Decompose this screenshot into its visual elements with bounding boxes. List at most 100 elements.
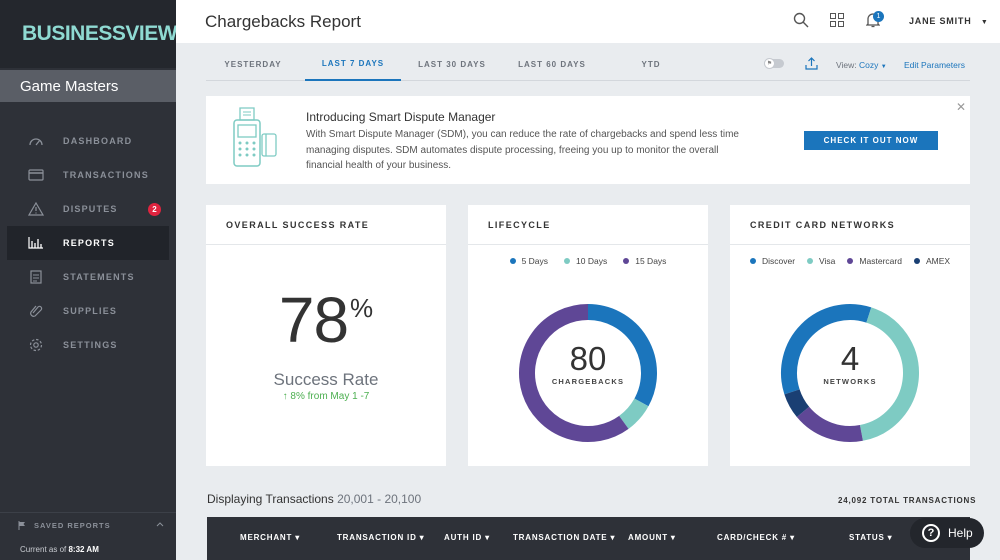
sidebar-item-label: TRANSACTIONS xyxy=(63,170,149,180)
column-card-check[interactable]: CARD/CHECK # ▾ xyxy=(717,533,795,542)
column-transaction-date[interactable]: TRANSACTION DATE ▾ xyxy=(513,533,616,542)
saved-reports-toggle[interactable]: SAVED REPORTS xyxy=(18,521,164,530)
view-value: Cozy xyxy=(859,60,879,70)
sidebar-item-label: DASHBOARD xyxy=(63,136,133,146)
donut-slice-visa[interactable] xyxy=(859,307,919,441)
banner-description: With Smart Dispute Manager (SDM), you ca… xyxy=(306,129,739,171)
card-terminal-illustration xyxy=(228,106,288,175)
legend-item: 10 Days xyxy=(564,256,607,266)
search-icon[interactable] xyxy=(793,12,809,33)
check-it-out-button[interactable]: CHECK IT OUT NOW xyxy=(804,131,938,150)
date-range-tabs: YESTERDAY LAST 7 DAYS LAST 30 DAYS LAST … xyxy=(206,48,970,81)
sidebar-item-statements[interactable]: STATEMENTS xyxy=(7,260,169,294)
tab-last-30-days[interactable]: LAST 30 DAYS xyxy=(418,60,486,69)
chargebacks-label: CHARGEBACKS xyxy=(551,377,625,386)
column-amount[interactable]: AMOUNT ▾ xyxy=(628,533,676,542)
column-transaction-id[interactable]: TRANSACTION ID ▾ xyxy=(337,533,425,542)
credit-card-icon xyxy=(27,168,45,182)
warning-icon xyxy=(27,202,45,216)
sidebar-item-label: SUPPLIES xyxy=(63,306,118,316)
networks-count: 4 xyxy=(840,340,860,377)
success-rate-delta: ↑ 8% from May 1 -7 xyxy=(282,391,370,402)
sidebar: BUSINESSVIEW Game Masters DASHBOARD TRAN… xyxy=(0,0,178,560)
success-rate-card: OVERALL SUCCESS RATE 78% Success Rate ↑ … xyxy=(206,205,446,466)
top-header: Chargebacks Report 1 JANE SMITH ▼ xyxy=(176,0,1000,43)
sidebar-item-transactions[interactable]: TRANSACTIONS xyxy=(7,158,169,192)
sidebar-item-dashboard[interactable]: DASHBOARD xyxy=(7,124,169,158)
caret-down-icon: ▼ xyxy=(980,19,989,26)
donut-center: 4 NETWORKS xyxy=(730,340,970,387)
percent-sign: % xyxy=(350,293,374,323)
lifecycle-donut-chart xyxy=(519,304,657,442)
chargebacks-count: 80 xyxy=(569,340,607,377)
legend-item: 15 Days xyxy=(623,256,666,266)
sidebar-item-label: REPORTS xyxy=(63,238,115,248)
share-upload-icon[interactable] xyxy=(805,57,818,75)
card-title: CREDIT CARD NETWORKS xyxy=(730,205,970,245)
column-status[interactable]: STATUS ▾ xyxy=(849,533,893,542)
user-menu[interactable]: JANE SMITH ▼ xyxy=(909,16,989,26)
last-updated-label: Current as of xyxy=(20,545,67,554)
legend-item: Discover xyxy=(749,256,795,266)
card-title: LIFECYCLE xyxy=(468,205,708,245)
card-title: OVERALL SUCCESS RATE xyxy=(206,205,446,245)
caret-down-icon: ▼ xyxy=(880,64,887,70)
networks-donut-chart xyxy=(781,304,919,442)
sidebar-item-label: STATEMENTS xyxy=(63,272,135,282)
sidebar-item-label: SETTINGS xyxy=(63,340,118,350)
donut-slice-5-days[interactable] xyxy=(587,304,657,407)
tab-ytd[interactable]: YTD xyxy=(641,60,661,69)
transactions-range: 20,001 - 20,100 xyxy=(337,492,422,506)
transactions-heading: Displaying Transactions 20,001 - 20,100 xyxy=(207,492,421,506)
donut-slice-10-days[interactable] xyxy=(618,398,649,429)
tab-last-7-days[interactable]: LAST 7 DAYS xyxy=(305,48,401,81)
legend-item: 5 Days xyxy=(509,256,548,266)
view-selector[interactable]: View: Cozy ▼ xyxy=(836,60,887,70)
banner-title: Introducing Smart Dispute Manager xyxy=(306,110,496,124)
brand-logo[interactable]: BUSINESSVIEW xyxy=(0,0,178,68)
paperclip-icon xyxy=(27,304,45,318)
flag-icon xyxy=(18,521,25,530)
sidebar-item-disputes[interactable]: DISPUTES 2 xyxy=(7,192,169,226)
sidebar-item-label: DISPUTES xyxy=(63,204,118,214)
disputes-count-badge: 2 xyxy=(148,202,161,216)
donut-slice-mastercard[interactable] xyxy=(796,406,863,442)
tab-last-60-days[interactable]: LAST 60 DAYS xyxy=(518,60,586,69)
legend-item: AMEX xyxy=(913,256,950,266)
tab-yesterday[interactable]: YESTERDAY xyxy=(224,60,282,69)
bar-chart-icon xyxy=(27,236,45,250)
success-rate-value: 78% xyxy=(206,283,446,357)
column-auth-id[interactable]: AUTH ID ▾ xyxy=(444,533,490,542)
flag-toggle[interactable]: ⚑ xyxy=(764,58,784,69)
last-updated: Current as of 8:32 AM xyxy=(20,545,99,554)
help-button[interactable]: ? Help xyxy=(910,518,984,548)
notification-badge: 1 xyxy=(873,11,884,22)
sidebar-footer: SAVED REPORTS Current as of 8:32 AM xyxy=(0,512,176,560)
sidebar-item-supplies[interactable]: SUPPLIES xyxy=(7,294,169,328)
column-merchant[interactable]: MERCHANT ▾ xyxy=(240,533,301,542)
merchant-name[interactable]: Game Masters xyxy=(0,70,176,102)
user-name: JANE SMITH xyxy=(909,16,972,26)
donut-slice-discover[interactable] xyxy=(781,304,872,395)
lifecycle-card: LIFECYCLE 5 Days 10 Days 15 Days 80 CHAR… xyxy=(468,205,708,466)
apps-grid-icon[interactable] xyxy=(830,13,844,32)
close-icon[interactable]: ✕ xyxy=(956,100,967,114)
page-title: Chargebacks Report xyxy=(205,12,361,31)
donut-slice-15-days[interactable] xyxy=(519,304,629,442)
sidebar-item-reports[interactable]: REPORTS xyxy=(7,226,169,260)
networks-card: CREDIT CARD NETWORKS Discover Visa Maste… xyxy=(730,205,970,466)
donut-slice-amex[interactable] xyxy=(784,389,810,417)
gauge-icon xyxy=(27,134,45,148)
legend-item: Mastercard xyxy=(847,256,902,266)
help-label: Help xyxy=(948,526,973,540)
total-transactions: 24,092 TOTAL TRANSACTIONS xyxy=(838,496,977,505)
edit-parameters-link[interactable]: Edit Parameters xyxy=(904,60,965,70)
success-rate-label: Success Rate xyxy=(273,370,379,389)
donut-center: 80 CHARGEBACKS xyxy=(468,340,708,387)
document-icon xyxy=(27,270,45,284)
success-rate-number: 78 xyxy=(278,284,349,356)
flag-icon: ⚑ xyxy=(764,58,775,69)
sidebar-item-settings[interactable]: SETTINGS xyxy=(7,328,169,362)
view-label: View: xyxy=(836,60,857,70)
gear-icon xyxy=(27,338,45,352)
